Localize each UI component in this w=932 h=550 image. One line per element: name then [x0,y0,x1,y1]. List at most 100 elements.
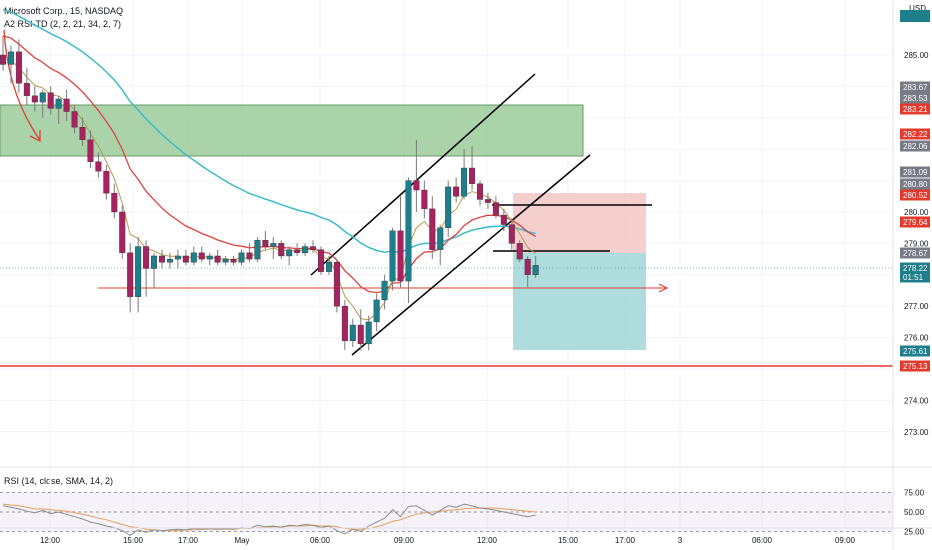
candle-body [532,265,539,276]
candle-body [508,224,515,244]
price-tag-label: 275.13 [903,362,928,371]
price-tag-label: 281.09 [903,168,928,177]
candle-body [365,321,372,345]
candle-body [166,258,173,263]
price-tag [900,345,930,357]
candle-body [262,240,269,247]
candle-body [484,199,491,203]
candle-body [119,211,126,254]
candle-body [270,243,277,247]
candle-body [31,95,38,103]
stop-loss-zone [513,193,646,253]
candle-body [477,183,484,200]
channel-lower [351,154,591,356]
price-tag-label: 283.67 [903,83,928,92]
price-tag [900,247,930,259]
candle-body [246,252,253,260]
candle-body [230,258,237,263]
price-tag [900,166,930,178]
candle-body [87,139,94,162]
candle-body [325,262,332,272]
candle-body [357,324,364,345]
price-tag [900,271,930,283]
candle-body [349,324,356,341]
candle-body [143,246,150,269]
price-tag [900,140,930,152]
time-axis-label: 15:00 [123,536,144,545]
time-axis-label: 12:00 [40,536,61,545]
candle-body [103,170,110,194]
candle-body [222,258,229,263]
candle-body [111,192,118,213]
price-tag [900,128,930,140]
ema-slow-line [2,8,536,254]
price-tag-label: 01:51 [903,273,924,282]
candle-body [7,51,14,65]
candle-body [206,255,213,260]
channel-upper [310,73,536,276]
time-axis-label: 17:00 [615,536,636,545]
candle-body [469,167,476,184]
top-price-tag [900,10,930,22]
trend-arrow [3,29,41,141]
time-axis-label: 3 [678,536,683,545]
price-tag-label: 275.61 [903,347,928,356]
candle-body [39,92,46,103]
candle-body [182,255,189,263]
price-tag [900,178,930,190]
time-axis-label: 09:00 [835,536,856,545]
time-axis-label: 12:00 [477,536,498,545]
candle-body [135,246,142,297]
time-axis-label: 17:00 [178,536,199,545]
price-tag [900,360,930,372]
candle-body [15,51,22,84]
indicator-title: A2 RSI-TD (2, 2, 21, 34, 2, 7) [4,19,122,29]
price-axis-label: 285.00 [904,51,929,60]
trend-arrow-head-icon [29,130,41,143]
candle-body [95,161,102,172]
time-axis-label: 15:00 [558,536,579,545]
candle-body [23,83,30,97]
price-tag [900,189,930,201]
rsi-level-label: 25.00 [904,528,925,537]
candle-body [0,54,6,65]
price-tag-label: 278.67 [903,249,928,258]
candle-body [445,186,452,228]
candle-body [318,249,325,272]
price-tag-label: 279.64 [903,218,928,227]
candle-body [47,92,54,109]
candle-body [429,208,436,250]
candle-body [500,214,507,225]
candle-body [516,243,523,260]
price-tag [900,216,930,228]
candle-body [389,230,396,282]
supply-zone [0,104,584,157]
price-axis-label: 274.00 [904,396,929,405]
candle-body [413,180,420,191]
candle-body [286,249,293,257]
symbol-title: Microsoft Corp., 15, NASDAQ [4,6,124,16]
price-axis-label: 277.00 [904,302,929,311]
candle-body [71,111,78,128]
candle-body [524,258,531,276]
ema-mid-line [2,35,536,294]
candle-body [190,252,197,263]
rsi-ma-line [2,503,536,532]
candle-body [79,127,86,140]
price-tag [900,92,930,104]
price-tag-label: 282.22 [903,130,928,139]
candle-body [341,306,348,341]
price-tag [900,81,930,93]
candle-body [453,186,460,197]
candle-body [238,252,245,263]
price-tag-label: 278.22 [903,264,928,273]
candle-body [397,230,404,282]
price-axis-label: 273.00 [904,428,929,437]
candle-body [254,240,261,260]
candle-body [373,299,380,323]
candle-body [437,227,444,250]
candle-body [55,98,62,109]
candle-body [63,98,70,112]
candle-body [278,243,285,257]
